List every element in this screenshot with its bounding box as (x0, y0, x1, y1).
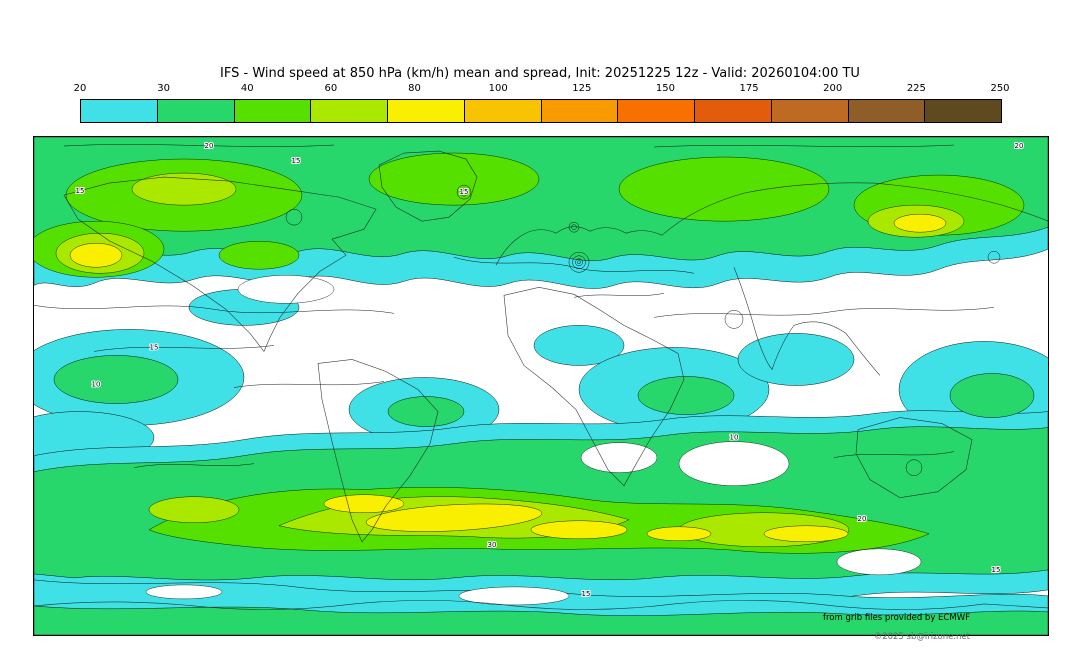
colorbar-segment (541, 100, 619, 122)
world-map-svg: 20 20 15 15 15 15 10 10 30 15 20 15 (34, 137, 1048, 635)
contour-label: 15 (582, 590, 591, 598)
calm-white-holes (145, 275, 922, 606)
map-canvas: 20 20 15 15 15 15 10 10 30 15 20 15 from grib files… (33, 136, 1049, 642)
colorbar-tick: 60 (324, 83, 338, 94)
colorbar-segment (848, 100, 926, 122)
contour-label: 15 (150, 343, 159, 351)
colorbar-segment (388, 100, 465, 122)
colorbar-tick: 40 (240, 83, 254, 94)
colorbar-tick: 125 (572, 83, 592, 94)
colorbar-segment (771, 100, 849, 122)
colorbar-tick: 30 (157, 83, 170, 94)
contour-label: 20 (1015, 142, 1024, 150)
attribution-source: from grib files provided by ECMWF (823, 613, 970, 623)
colorbar-tick: 225 (906, 83, 926, 94)
colorbar-segment (695, 100, 772, 122)
colorbar-tick: 200 (823, 83, 843, 94)
attribution-copyright: ©2025 sb@irizone.net (873, 632, 970, 642)
contour-label: 15 (992, 566, 1001, 574)
colorbar-tick: 150 (655, 83, 675, 94)
contour-label: 15 (76, 187, 85, 195)
colorbar-segment (234, 100, 312, 122)
colorbar-tick: 100 (488, 83, 508, 94)
colorbar-tick: 20 (73, 83, 87, 94)
colorbar-segment (618, 100, 695, 122)
contour-label: 30 (488, 541, 497, 549)
colorbar-segment (157, 100, 235, 122)
contour-labels-group: 20 20 15 15 15 15 10 10 30 15 20 15 (75, 141, 1025, 599)
colorbar-segment (464, 100, 542, 122)
map-title: IFS - Wind speed at 850 hPa (km/h) mean … (220, 66, 860, 81)
contour-label: 20 (205, 142, 214, 150)
coastlines (34, 150, 1048, 610)
colorbar (80, 99, 1002, 123)
contour-label: 15 (292, 157, 301, 165)
wind-fill-yellow (69, 213, 947, 543)
spread-contour-lines (34, 144, 1001, 476)
colorbar-segment (81, 100, 158, 122)
contour-label: 10 (730, 434, 739, 442)
contour-label: 10 (92, 380, 101, 388)
colorbar-segment (311, 100, 388, 122)
colorbar-ticks: 20 30 40 60 80 100 125 150 175 200 225 250 (74, 83, 1010, 96)
colorbar-segment (925, 100, 1001, 122)
colorbar-tick: 175 (739, 83, 759, 94)
colorbar-tick: 80 (408, 83, 421, 94)
contour-label: 15 (460, 188, 469, 196)
contour-label: 20 (858, 515, 867, 523)
colorbar-tick: 250 (990, 83, 1010, 94)
